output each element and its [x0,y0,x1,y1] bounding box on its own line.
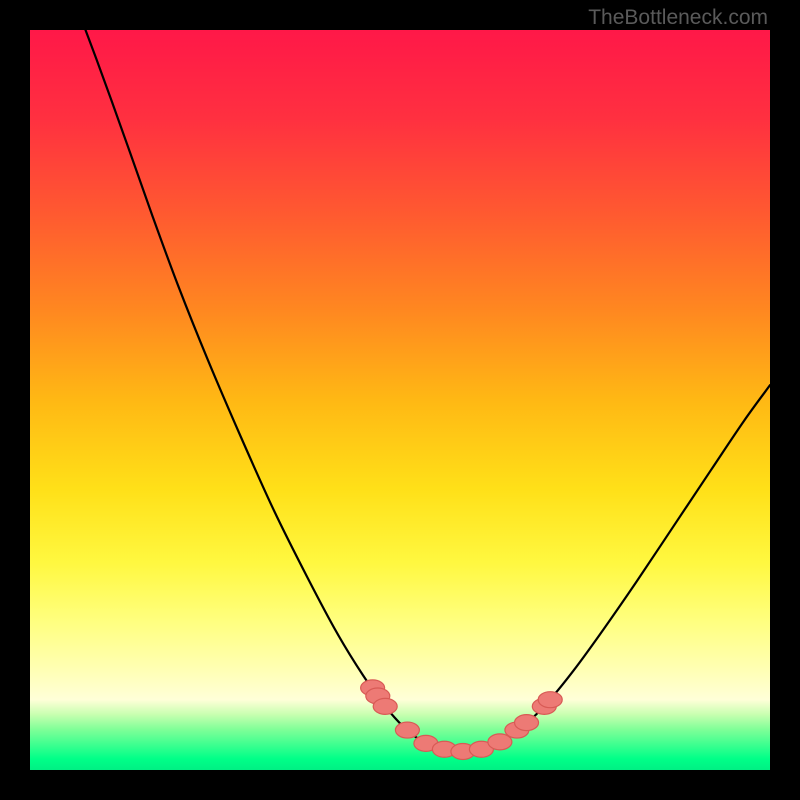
valley-markers-point [515,715,539,731]
watermark: TheBottleneck.com [588,6,768,30]
valley-markers-point [538,692,562,708]
gradient-background [30,30,770,770]
valley-markers-point [395,722,419,738]
plot-area [30,30,770,770]
chart-container: TheBottleneck.com [0,0,800,800]
valley-markers-point [373,698,397,714]
